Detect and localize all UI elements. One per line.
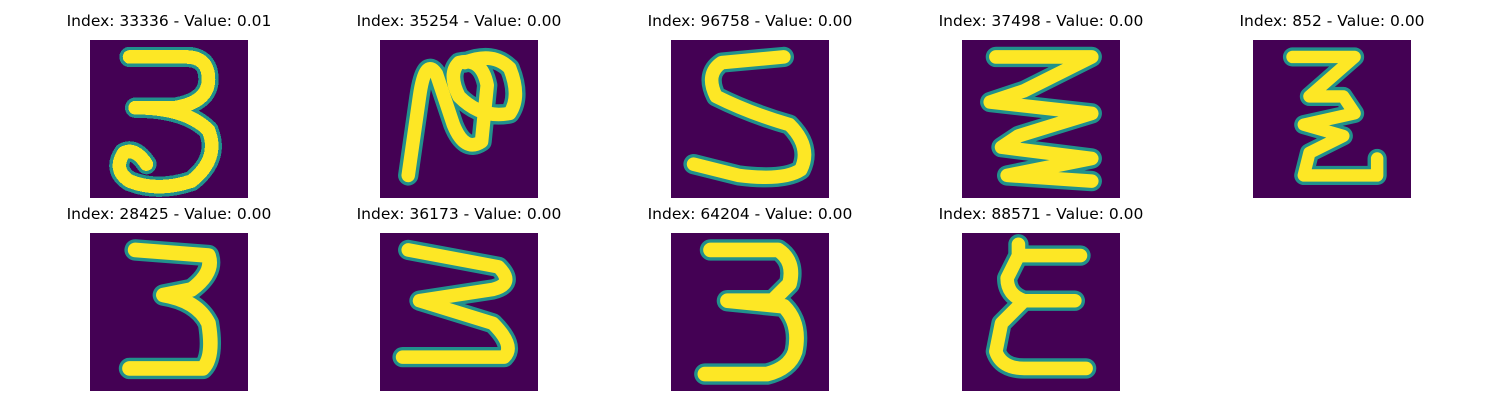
digit-image: [962, 233, 1120, 391]
digit-image: [671, 40, 829, 198]
panel-title: Index: 96758 - Value: 0.00: [648, 12, 853, 30]
panel-title: Index: 37498 - Value: 0.00: [939, 12, 1144, 30]
panel-9: Index: 88571 - Value: 0.00: [962, 205, 1120, 395]
panel-title: Index: 852 - Value: 0.00: [1239, 12, 1424, 30]
panel-8: Index: 64204 - Value: 0.00: [671, 205, 829, 395]
digit-image: [671, 233, 829, 391]
panel-6: Index: 28425 - Value: 0.00: [90, 205, 248, 395]
digit-image: [962, 40, 1120, 198]
panel-2: Index: 35254 - Value: 0.00: [380, 12, 538, 202]
panel-title: Index: 88571 - Value: 0.00: [939, 205, 1144, 223]
panel-title: Index: 28425 - Value: 0.00: [67, 205, 272, 223]
panel-3: Index: 96758 - Value: 0.00: [671, 12, 829, 202]
panel-title: Index: 64204 - Value: 0.00: [648, 205, 853, 223]
digit-image: [90, 40, 248, 198]
panel-1: Index: 33336 - Value: 0.01: [90, 12, 248, 202]
panel-title: Index: 35254 - Value: 0.00: [357, 12, 562, 30]
panel-7: Index: 36173 - Value: 0.00: [380, 205, 538, 395]
panel-title: Index: 36173 - Value: 0.00: [357, 205, 562, 223]
digit-image: [380, 40, 538, 198]
digit-image: [1253, 40, 1411, 198]
digit-image: [90, 233, 248, 391]
panel-title: Index: 33336 - Value: 0.01: [67, 12, 272, 30]
panel-4: Index: 37498 - Value: 0.00: [962, 12, 1120, 202]
digit-image: [380, 233, 538, 391]
panel-5: Index: 852 - Value: 0.00: [1253, 12, 1411, 202]
